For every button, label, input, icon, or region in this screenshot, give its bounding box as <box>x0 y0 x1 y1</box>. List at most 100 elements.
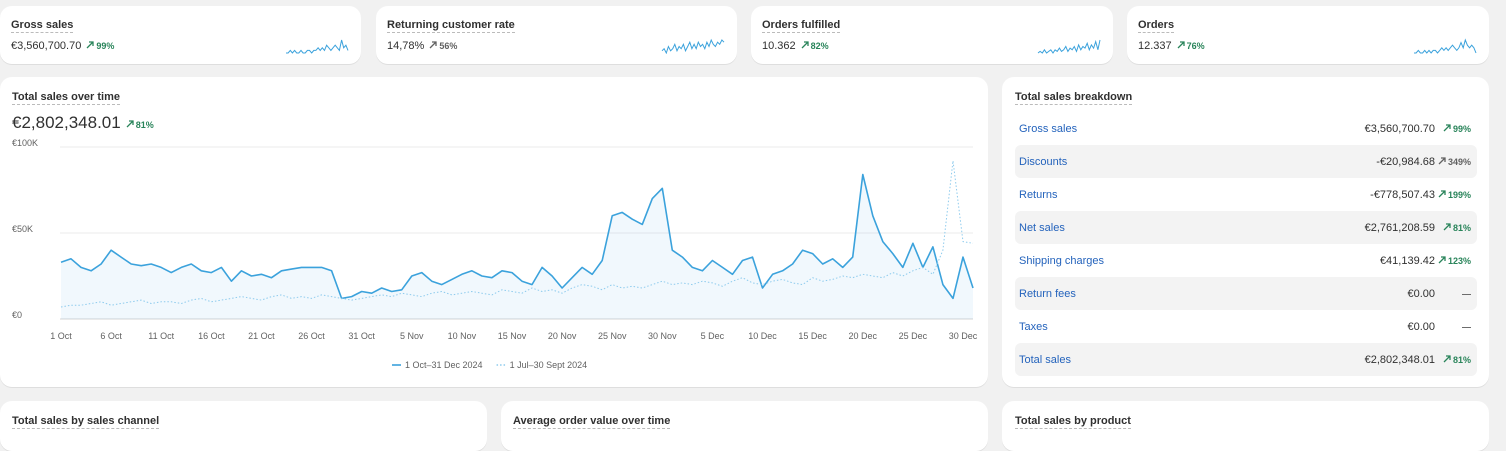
breakdown-card: Total sales breakdown Gross sales €3,560,… <box>1002 77 1489 387</box>
change-text: 56% <box>439 41 458 51</box>
row-value: €0.00 <box>1407 321 1435 333</box>
trend-arrow <box>1438 190 1446 198</box>
x-tick-label: 1 Oct <box>50 331 72 341</box>
sales-over-time-card: Total sales over time €2,802,348.01 81% €… <box>0 77 988 387</box>
trend-arrow <box>1443 223 1451 231</box>
row-change: 99% <box>1437 124 1471 134</box>
sparkline <box>1037 39 1101 54</box>
kpi-value: 10.362 82% <box>762 40 829 52</box>
breakdown-row: Net sales €2,761,208.59 81% <box>1015 211 1477 244</box>
series-line <box>60 173 974 300</box>
card-title: Total sales by sales channel <box>12 415 160 429</box>
breakdown-row: Shipping charges €41,139.42 123% <box>1015 244 1477 277</box>
y-tick-label: €0 <box>12 310 22 320</box>
row-change: — <box>1437 322 1471 332</box>
arrow-icon <box>86 41 95 49</box>
x-tick-label: 21 Oct <box>248 331 275 341</box>
row-change: 81% <box>1437 223 1471 233</box>
x-tick-label: 30 Nov <box>648 331 677 341</box>
trend-arrow <box>86 41 95 49</box>
row-label: Discounts <box>1019 156 1068 168</box>
x-tick-label: 25 Dec <box>899 331 928 341</box>
change-text: 199% <box>1447 190 1471 200</box>
arrow-icon <box>429 41 437 49</box>
card-title: Total sales over time <box>12 91 121 105</box>
bottom-card: Total sales by product <box>1002 401 1489 451</box>
sparkline-line <box>1037 39 1101 54</box>
arrow-icon <box>1443 223 1451 231</box>
kpi-number: 12.337 <box>1138 40 1172 52</box>
sparkline-line <box>286 39 349 54</box>
line-chart: €0 €50K €100K 1 Oct 6 Oct 11 Oct 16 Oct 21 Oct 2… <box>12 138 978 370</box>
breakdown-row: Return fees €0.00 — <box>1015 277 1477 310</box>
kpi-value: 12.337 76% <box>1138 40 1205 52</box>
row-value: -€20,984.68 <box>1376 156 1435 168</box>
row-label: Net sales <box>1019 222 1065 234</box>
kpi-title: Orders <box>1138 19 1175 33</box>
kpi-value: 14,78% 56% <box>387 40 457 52</box>
trend-arrow <box>126 120 134 128</box>
bottom-card: Average order value over time <box>501 401 988 451</box>
x-tick-label: 30 Dec <box>949 331 978 341</box>
arrow-icon <box>1438 157 1446 165</box>
total: €2,802,348.01 <box>12 113 121 132</box>
row-change: 199% <box>1437 190 1471 200</box>
y-tick-label: €100K <box>12 138 38 148</box>
x-tick-label: 6 Oct <box>100 331 122 341</box>
trend-arrow <box>1438 256 1446 264</box>
change-text: 99% <box>96 41 115 51</box>
row-value: -€778,507.43 <box>1370 189 1435 201</box>
legend-label: 1 Oct–31 Dec 2024 <box>405 360 483 370</box>
kpi-number: 14,78% <box>387 40 425 52</box>
sparkline-line <box>1414 38 1477 54</box>
x-tick-label: 15 Nov <box>498 331 527 341</box>
trend-arrow <box>801 41 809 49</box>
row-label: Total sales <box>1019 354 1071 366</box>
breakdown-row: Discounts -€20,984.68 349% <box>1015 145 1477 178</box>
breakdown-row: Taxes €0.00 — <box>1015 310 1477 343</box>
row-change: 123% <box>1437 256 1471 266</box>
row-value: €2,802,348.01 <box>1364 354 1435 366</box>
kpi-card: Returning customer rate 14,78% 56% <box>376 6 737 64</box>
row-change: 349% <box>1437 157 1471 167</box>
arrow-icon <box>1177 41 1185 49</box>
kpi-change: 56% <box>429 41 457 51</box>
sparkline <box>1414 38 1477 54</box>
breakdown-row: Gross sales €3,560,700.70 99% <box>1015 112 1477 145</box>
kpi-change: 82% <box>801 41 829 51</box>
card-title: Total sales by product <box>1015 415 1131 429</box>
x-tick-label: 15 Dec <box>798 331 827 341</box>
arrow-icon <box>126 120 134 128</box>
change-text: 82% <box>810 41 829 51</box>
row-label: Gross sales <box>1019 123 1078 135</box>
kpi-value: €3,560,700.70 99% <box>11 40 114 52</box>
x-tick-label: 10 Nov <box>448 331 477 341</box>
bottom-card: Total sales by sales channel <box>0 401 487 451</box>
x-tick-label: 16 Oct <box>198 331 225 341</box>
trend-arrow <box>1177 41 1185 49</box>
row-label: Returns <box>1019 189 1058 201</box>
kpi-card: Orders 12.337 76% <box>1127 6 1489 64</box>
kpi-number: €3,560,700.70 <box>11 40 82 52</box>
arrow-icon <box>801 41 809 49</box>
change: 81% <box>126 120 154 130</box>
legend-label: 1 Jul–30 Sept 2024 <box>510 360 588 370</box>
sparkline-line <box>661 38 725 54</box>
row-label: Return fees <box>1019 288 1076 300</box>
x-tick-label: 5 Nov <box>400 331 424 341</box>
change-text: 76% <box>1186 41 1205 51</box>
x-tick-label: 5 Dec <box>701 331 725 341</box>
x-tick-label: 10 Dec <box>748 331 777 341</box>
change-text: 123% <box>1447 256 1471 266</box>
row-value: €41,139.42 <box>1379 255 1435 267</box>
kpi-title: Gross sales <box>11 19 74 33</box>
sparkline <box>661 38 725 54</box>
x-tick-label: 20 Nov <box>548 331 577 341</box>
trend-arrow <box>429 41 437 49</box>
kpi-card: Gross sales €3,560,700.70 99% <box>0 6 361 64</box>
arrow-icon <box>1438 256 1446 264</box>
kpi-change: 76% <box>1177 41 1205 51</box>
row-value: €0.00 <box>1407 288 1435 300</box>
row-value: €3,560,700.70 <box>1364 123 1435 135</box>
change-text: 349% <box>1447 157 1471 167</box>
